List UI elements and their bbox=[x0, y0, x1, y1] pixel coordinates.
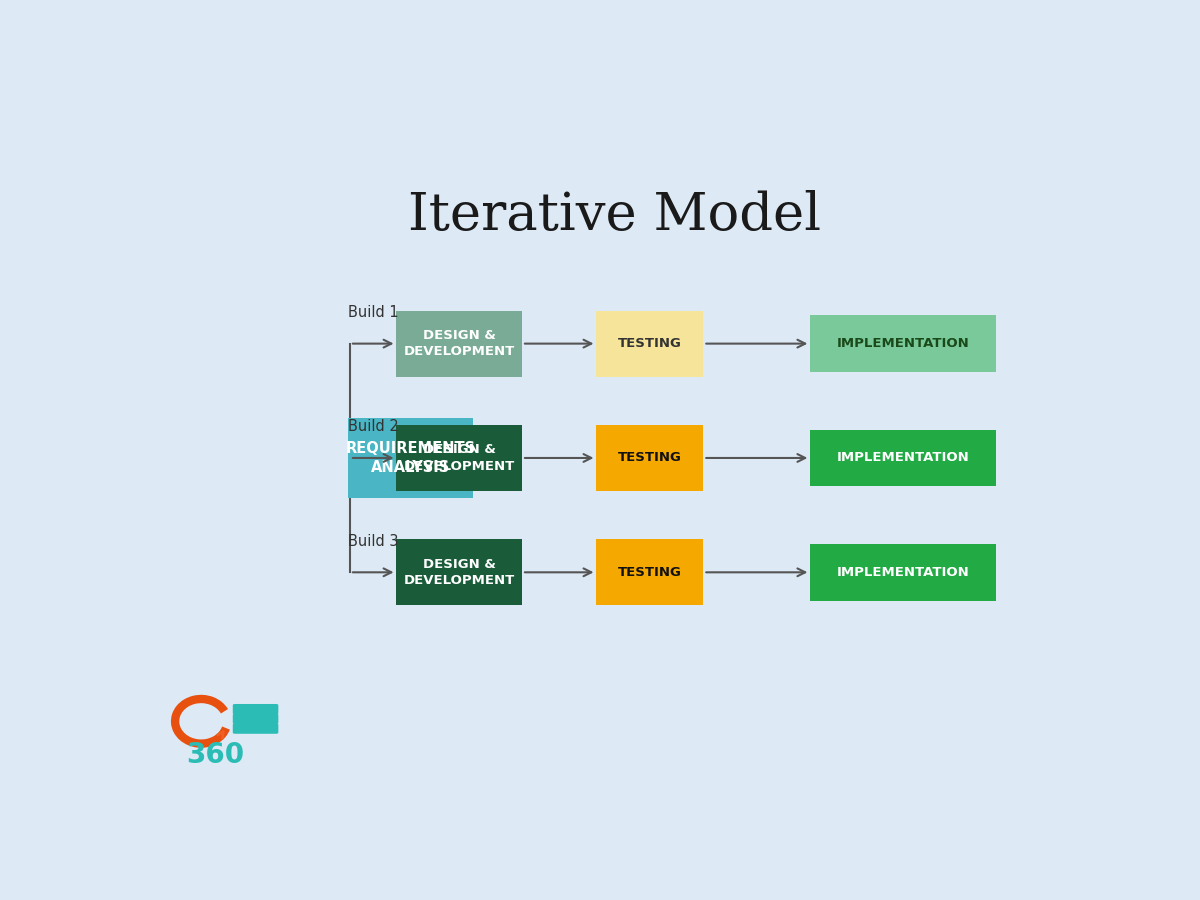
FancyBboxPatch shape bbox=[810, 315, 996, 372]
Text: Build 2: Build 2 bbox=[348, 419, 398, 435]
FancyBboxPatch shape bbox=[233, 704, 278, 715]
FancyBboxPatch shape bbox=[596, 539, 703, 605]
FancyBboxPatch shape bbox=[233, 714, 278, 724]
Text: REQUIREMENTS
ANALYSIS: REQUIREMENTS ANALYSIS bbox=[346, 441, 475, 475]
FancyBboxPatch shape bbox=[396, 425, 522, 490]
Text: Build 3: Build 3 bbox=[348, 534, 398, 549]
Text: TESTING: TESTING bbox=[618, 566, 682, 579]
FancyBboxPatch shape bbox=[810, 429, 996, 486]
Text: Build 1: Build 1 bbox=[348, 305, 398, 320]
Text: 360: 360 bbox=[186, 741, 244, 769]
Text: DESIGN &
DEVELOPMENT: DESIGN & DEVELOPMENT bbox=[403, 328, 515, 358]
FancyBboxPatch shape bbox=[348, 418, 473, 498]
FancyBboxPatch shape bbox=[810, 544, 996, 600]
FancyBboxPatch shape bbox=[596, 310, 703, 376]
FancyBboxPatch shape bbox=[396, 539, 522, 605]
FancyBboxPatch shape bbox=[596, 425, 703, 490]
Text: IMPLEMENTATION: IMPLEMENTATION bbox=[836, 452, 970, 464]
Text: Iterative Model: Iterative Model bbox=[408, 190, 822, 241]
Text: TESTING: TESTING bbox=[618, 338, 682, 350]
Text: DESIGN &
DEVELOPMENT: DESIGN & DEVELOPMENT bbox=[403, 558, 515, 587]
Text: IMPLEMENTATION: IMPLEMENTATION bbox=[836, 338, 970, 350]
Text: IMPLEMENTATION: IMPLEMENTATION bbox=[836, 566, 970, 579]
Text: DESIGN &
DEVELOPMENT: DESIGN & DEVELOPMENT bbox=[403, 443, 515, 473]
FancyBboxPatch shape bbox=[233, 724, 278, 733]
FancyBboxPatch shape bbox=[396, 310, 522, 376]
Text: TESTING: TESTING bbox=[618, 452, 682, 464]
